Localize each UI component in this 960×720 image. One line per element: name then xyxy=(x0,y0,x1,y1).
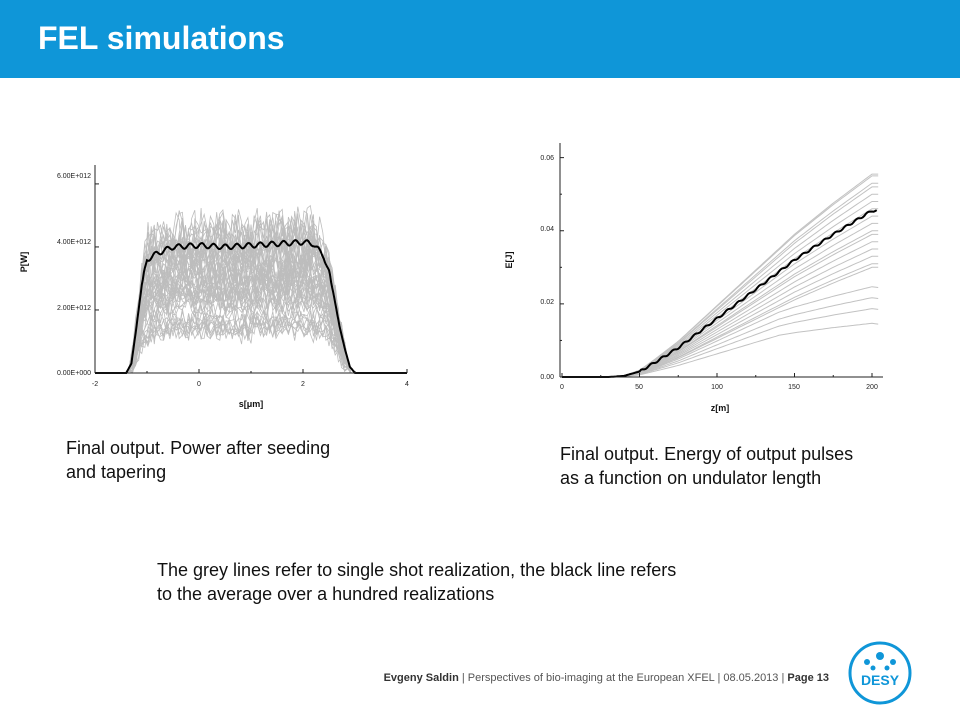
single-shot-line xyxy=(562,266,879,378)
caption-line: Final output. Power after seeding xyxy=(66,438,331,458)
single-shot-line xyxy=(562,201,879,378)
power-chart: 0.00E+000 2.00E+012 4.00E+012 6.00E+012 … xyxy=(19,165,409,409)
y-tick-label: 0.02 xyxy=(540,299,554,306)
logo-ring xyxy=(848,641,912,705)
caption-line: to the average over a hundred realizatio… xyxy=(157,584,495,604)
y-tick-label: 0.04 xyxy=(540,226,554,233)
x-tick-label: 200 xyxy=(866,384,878,391)
caption-line: Final output. Energy of output pulses xyxy=(560,444,854,464)
logo-dot xyxy=(870,665,876,671)
x-tick-label: 2 xyxy=(301,381,305,388)
single-shot-line xyxy=(562,322,879,378)
x-tick-label: 100 xyxy=(711,384,723,391)
y-tick-label: 2.00E+012 xyxy=(57,305,91,312)
single-shot-line xyxy=(562,308,879,378)
x-tick-label: 4 xyxy=(405,381,409,388)
y-tick-label: 0.00 xyxy=(540,374,554,381)
title-bar: FEL simulations xyxy=(0,0,960,78)
y-axis-label: E[J] xyxy=(504,251,514,268)
desy-logo: DESY xyxy=(848,641,912,705)
right-chart-caption: Final output. Energy of output pulses as… xyxy=(560,442,853,490)
left-chart-caption: Final output. Power after seeding and ta… xyxy=(66,436,330,484)
y-tick-label: 0.00E+000 xyxy=(57,370,91,377)
logo-text: DESY xyxy=(861,672,900,688)
x-tick-label: 50 xyxy=(635,384,643,391)
single-shot-line xyxy=(562,208,879,378)
x-tick-label: -2 xyxy=(92,381,98,388)
single-shot-line xyxy=(562,175,879,378)
energy-chart: 0.00 0.02 0.04 0.06 0 50 100 150 200 z[m… xyxy=(504,143,883,413)
caption-line: as a function on undulator length xyxy=(560,468,822,488)
y-axis-label: P[W] xyxy=(19,252,29,273)
logo-dot xyxy=(876,652,884,660)
single-shot-line xyxy=(562,222,879,378)
logo-dot xyxy=(864,659,870,665)
single-shot-line xyxy=(562,186,879,378)
x-tick-label: 0 xyxy=(560,384,564,391)
single-shot-line xyxy=(562,286,879,378)
footer-page: Page 13 xyxy=(787,672,829,684)
single-shot-line xyxy=(562,173,879,378)
caption-line: The grey lines refer to single shot real… xyxy=(157,560,677,580)
single-shot-lines xyxy=(562,173,879,378)
caption-line: and tapering xyxy=(66,462,167,482)
slide-footer: Evgeny Saldin | Perspectives of bio-imag… xyxy=(0,672,829,684)
logo-dot xyxy=(884,665,890,671)
footer-details: | Perspectives of bio-imaging at the Eur… xyxy=(461,672,785,684)
slide-title: FEL simulations xyxy=(38,20,285,56)
footer-author: Evgeny Saldin xyxy=(383,672,459,684)
logo-dot xyxy=(890,659,896,665)
single-shot-line xyxy=(562,193,879,378)
y-tick-label: 6.00E+012 xyxy=(57,173,91,180)
x-axis-label: z[m] xyxy=(711,403,730,413)
x-axis-label: s[μm] xyxy=(239,399,264,409)
single-shot-line xyxy=(562,241,879,378)
y-tick-label: 0.06 xyxy=(540,155,554,162)
y-tick-label: 4.00E+012 xyxy=(57,239,91,246)
legend-note: The grey lines refer to single shot real… xyxy=(157,558,676,606)
x-tick-label: 150 xyxy=(788,384,800,391)
x-tick-label: 0 xyxy=(197,381,201,388)
